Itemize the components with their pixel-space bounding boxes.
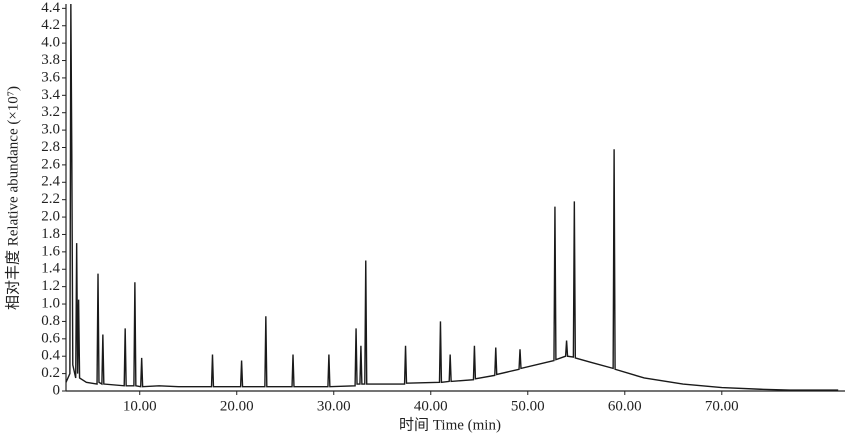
y-tick-label: 1.6 (41, 243, 60, 259)
y-tick-label: 3.2 (41, 104, 60, 120)
x-axis-label: 时间 Time (min) (399, 416, 501, 433)
y-tick-label: 2.8 (41, 139, 60, 155)
y-tick-label: 4.0 (41, 35, 60, 51)
y-tick-label: 3.6 (41, 69, 60, 85)
y-tick-label: 1.4 (41, 261, 60, 277)
y-tick-label: 0.4 (41, 348, 60, 364)
x-tick-label: 20.00 (220, 398, 254, 414)
chromatogram-line (65, 3, 839, 391)
x-tick-label: 40.00 (414, 398, 448, 414)
y-tick-label: 1.0 (41, 295, 60, 311)
x-tick-label: 10.00 (123, 398, 157, 414)
x-tick-label: 60.00 (608, 398, 642, 414)
y-tick-label: 3.8 (41, 52, 60, 68)
y-tick-label: 3.4 (41, 87, 60, 103)
y-tick-label: 1.8 (41, 226, 60, 242)
x-tick-label: 50.00 (511, 398, 545, 414)
y-tick-label: 0.6 (41, 330, 60, 346)
y-axis-label: 相对丰度 Relative abundance (×10⁷) (4, 86, 21, 310)
y-tick-label: 1.2 (41, 278, 60, 294)
y-tick-label: 2.0 (41, 209, 60, 225)
y-tick-label: 4.4 (41, 0, 60, 16)
x-tick-label: 70.00 (705, 398, 739, 414)
y-tick-label: 0 (53, 382, 61, 398)
y-tick-label: 3.0 (41, 122, 60, 138)
y-tick-label: 2.4 (41, 174, 60, 190)
y-tick-label: 2.2 (41, 191, 60, 207)
y-tick-label: 4.2 (41, 17, 60, 33)
x-tick-label: 30.00 (317, 398, 351, 414)
y-tick-label: 0.2 (41, 365, 60, 381)
y-tick-label: 0.8 (41, 313, 60, 329)
y-tick-label: 2.6 (41, 156, 60, 172)
